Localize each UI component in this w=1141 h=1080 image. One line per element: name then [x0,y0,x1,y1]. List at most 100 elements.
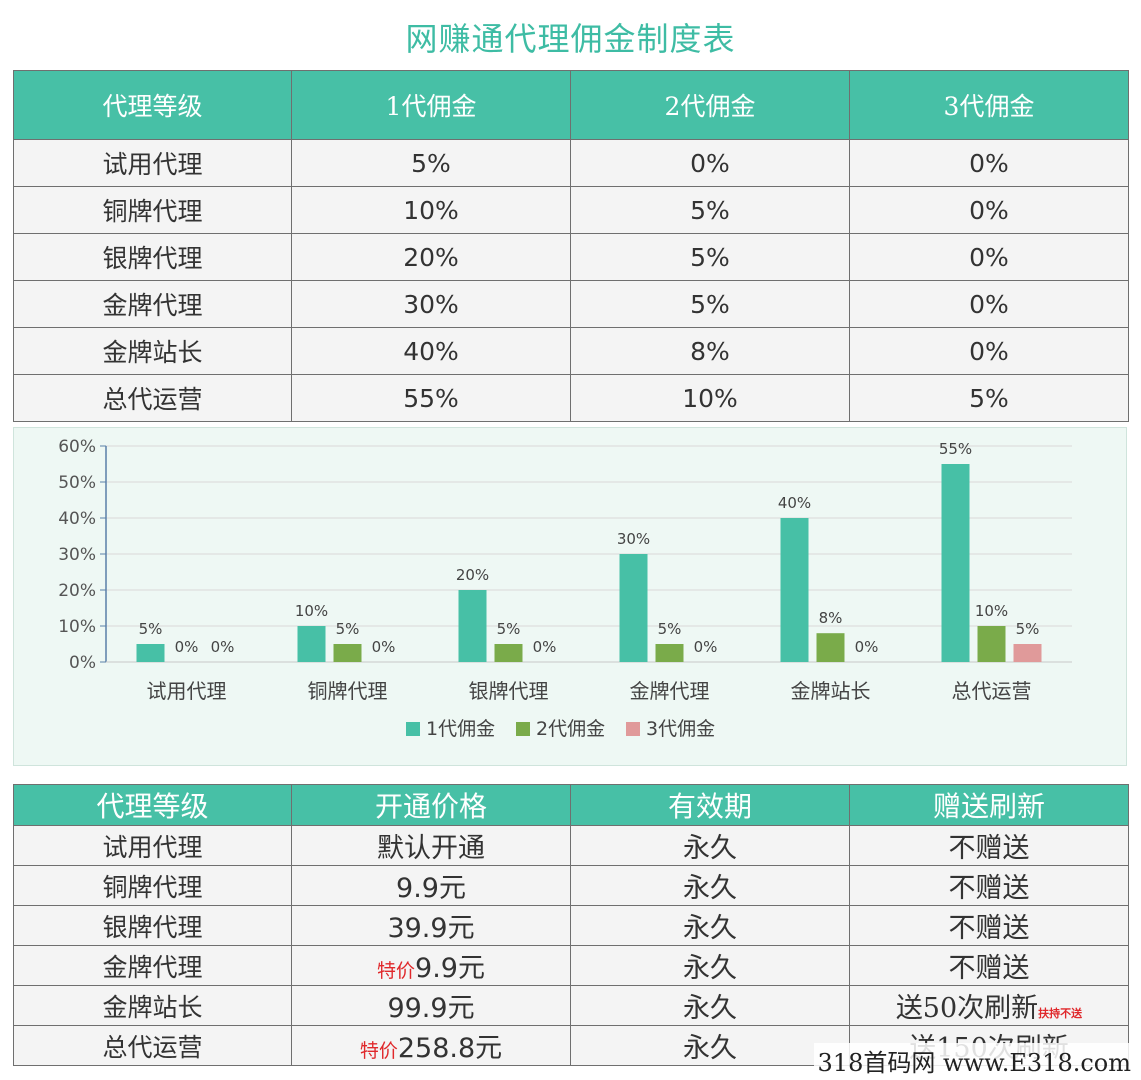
level-cell: 总代运营 [13,1025,292,1066]
level-cell: 铜牌代理 [13,186,292,234]
level-cell: 试用代理 [13,825,292,866]
header-level: 代理等级 [13,70,292,140]
y-tick-label: 60% [58,437,96,457]
data-label: 10% [295,602,328,620]
price-cell: 特价258.8元 [291,1025,571,1066]
price-value: 9.9 [396,873,439,904]
data-label: 0% [211,638,235,656]
validity-cell: 永久 [570,865,850,906]
data-label: 0% [372,638,396,656]
price-unit: 元 [475,1033,503,1064]
legend-swatch [516,722,530,736]
special-price-label: 特价 [359,1040,398,1062]
price-value: 39.9 [387,913,448,944]
legend-label: 3代佣金 [646,718,715,740]
data-label: 20% [456,566,489,584]
data-label: 30% [617,530,650,548]
commission-1-cell: 10% [291,186,571,234]
commission-1-cell: 55% [291,374,571,422]
special-price-label: 特价 [377,960,416,982]
bonus-cell: 不赠送 [849,825,1129,866]
legend-label: 1代佣金 [426,718,495,740]
y-tick-label: 40% [58,509,96,529]
commission-3-cell: 0% [849,186,1129,234]
bar [494,644,523,662]
bonus-text: 不赠送 [948,833,1030,864]
commission-1-cell: 5% [291,139,571,187]
level-cell: 试用代理 [13,139,292,187]
table-row: 银牌代理 39.9元 永久 不赠送 [13,905,1129,946]
bonus-cell: 送50次刷新扶持不送 [849,985,1129,1026]
commission-table: 代理等级 1代佣金 2代佣金 3代佣金 试用代理 5% 0% 0% 铜牌代理 1… [13,70,1129,422]
table-row: 金牌站长 40% 8% 0% [13,327,1129,375]
price-value: 99.9 [387,993,448,1024]
header-commission-3: 3代佣金 [849,70,1129,140]
header-validity: 有效期 [570,784,850,826]
price-cell: 99.9元 [291,985,571,1026]
bonus-cell: 不赠送 [849,865,1129,906]
bar [619,554,648,662]
table-row: 试用代理 5% 0% 0% [13,139,1129,187]
x-tick-label: 试用代理 [147,679,227,703]
pricing-header-row: 代理等级 开通价格 有效期 赠送刷新 [13,784,1129,826]
y-tick-label: 10% [58,617,96,637]
header-bonus: 赠送刷新 [849,784,1129,826]
validity-cell: 永久 [570,985,850,1026]
bonus-text: 送50次刷新 [895,993,1039,1024]
data-label: 5% [497,620,521,638]
legend-label: 2代佣金 [536,718,605,740]
header-commission-1: 1代佣金 [291,70,571,140]
commission-2-cell: 0% [570,139,850,187]
bar [941,464,970,662]
commission-2-cell: 5% [570,280,850,328]
data-label: 5% [658,620,682,638]
y-tick-label: 0% [69,653,96,673]
level-cell: 总代运营 [13,374,292,422]
bar [977,626,1006,662]
bar [780,518,809,662]
price-cell: 默认开通 [291,825,571,866]
level-cell: 银牌代理 [13,233,292,281]
x-tick-label: 金牌站长 [791,679,871,703]
bonus-cell: 不赠送 [849,905,1129,946]
table-row: 铜牌代理 10% 5% 0% [13,186,1129,234]
bar [333,644,362,662]
commission-3-cell: 5% [849,374,1129,422]
bonus-cell: 不赠送 [849,945,1129,986]
header-price: 开通价格 [291,784,571,826]
validity-cell: 永久 [570,905,850,946]
commission-3-cell: 0% [849,327,1129,375]
x-tick-label: 铜牌代理 [308,679,388,703]
bonus-text: 不赠送 [948,873,1030,904]
price-value: 9.9 [415,953,458,984]
price-cell: 特价9.9元 [291,945,571,986]
price-unit: 元 [438,873,466,904]
commission-2-cell: 10% [570,374,850,422]
data-label: 5% [139,620,163,638]
table-row: 金牌站长 99.9元 永久 送50次刷新扶持不送 [13,985,1129,1026]
data-label: 55% [939,440,972,458]
data-label: 0% [175,638,199,656]
price-value: 258.8 [397,1033,476,1064]
commission-1-cell: 20% [291,233,571,281]
bar [458,590,487,662]
price-cell: 9.9元 [291,865,571,906]
level-cell: 金牌站长 [13,327,292,375]
commission-1-cell: 40% [291,327,571,375]
price-unit: 元 [447,993,475,1024]
commission-1-cell: 30% [291,280,571,328]
legend-swatch [626,722,640,736]
data-label: 40% [778,494,811,512]
commission-3-cell: 0% [849,233,1129,281]
commission-2-cell: 8% [570,327,850,375]
data-label: 0% [855,638,879,656]
table-row: 试用代理 默认开通 永久 不赠送 [13,825,1129,866]
table-row: 总代运营 55% 10% 5% [13,374,1129,422]
y-tick-label: 30% [58,545,96,565]
bonus-text: 不赠送 [948,913,1030,944]
table-row: 总代运营 特价258.8元 永久 送150次刷新 [13,1025,1129,1066]
commission-2-cell: 5% [570,233,850,281]
commission-bar-chart: 0% 10% 20% 30% 40% 50% 60% 5% 0% 0% 试用代理 10% 5% 0% 铜牌代… [13,427,1127,766]
bonus-text: 不赠送 [948,953,1030,984]
level-cell: 金牌站长 [13,985,292,1026]
